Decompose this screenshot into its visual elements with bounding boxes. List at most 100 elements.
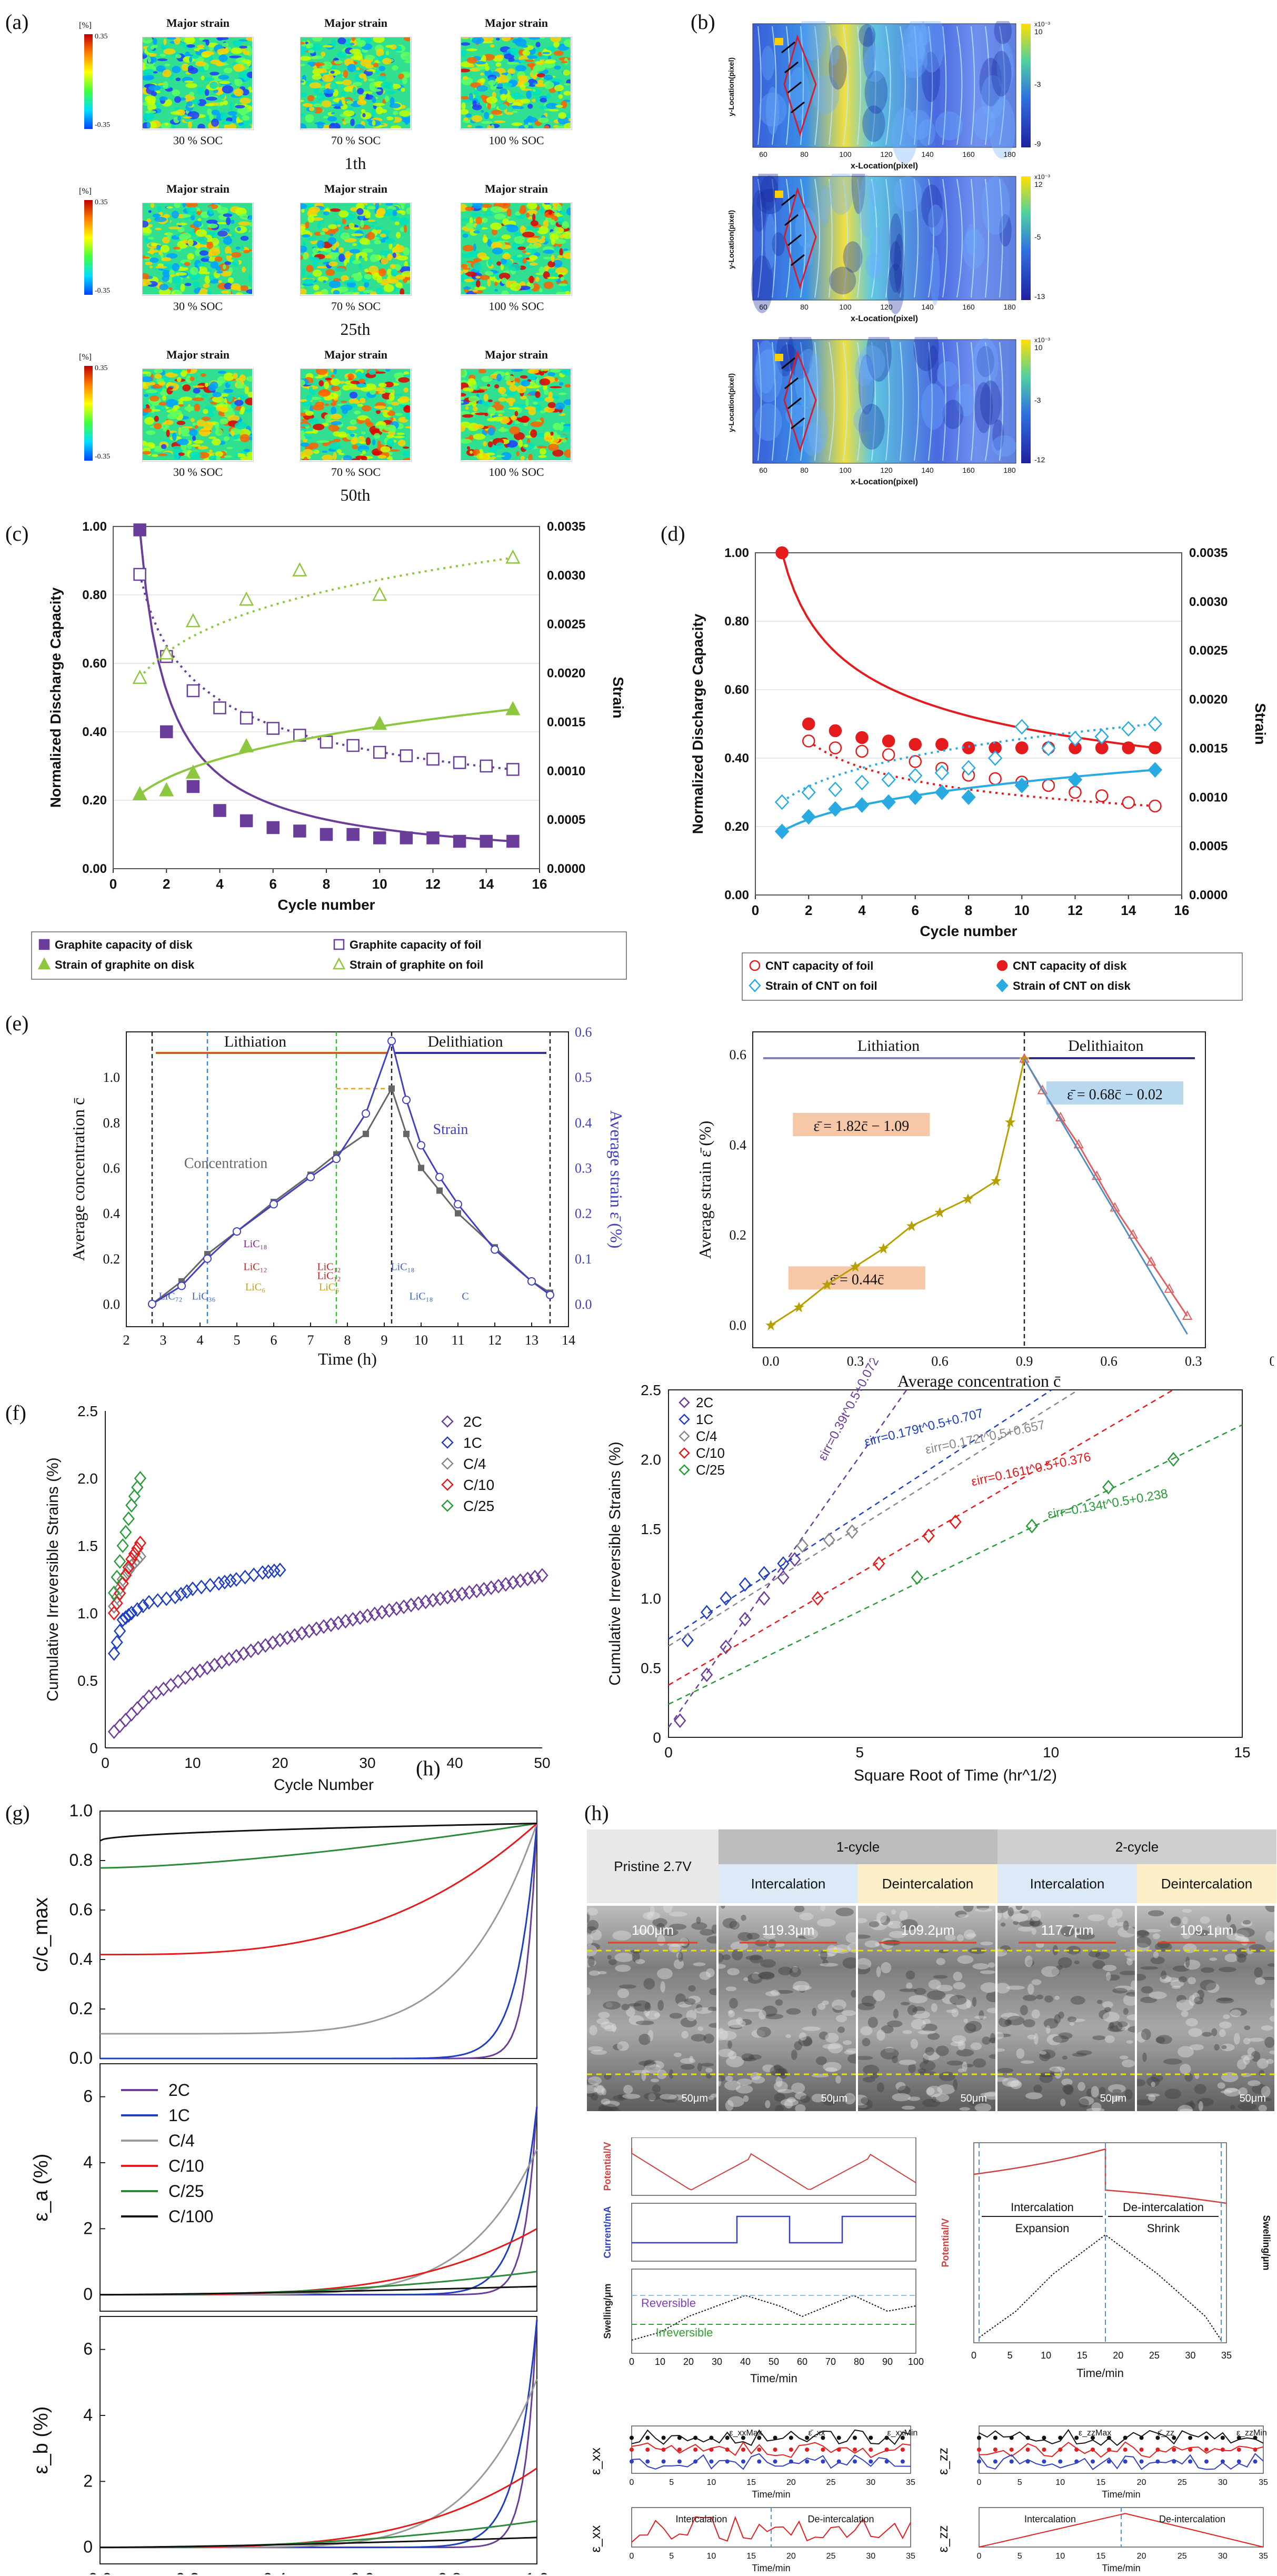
heatmap-blob xyxy=(179,427,189,435)
data-point xyxy=(1019,1053,1030,1063)
data-point xyxy=(137,1598,149,1614)
x-tick-label: 12 xyxy=(425,876,441,892)
heatmap-blob xyxy=(341,232,350,240)
data-point xyxy=(741,2435,745,2440)
field-blob xyxy=(927,345,939,385)
heatmap-blob xyxy=(368,369,376,375)
heatmap-blob xyxy=(353,82,362,86)
field-blob xyxy=(942,400,964,430)
potential-curve xyxy=(631,2148,916,2191)
data-point xyxy=(677,2448,682,2452)
sem-grain xyxy=(617,1988,630,1998)
heatmap-blob xyxy=(244,449,251,452)
sem-grain xyxy=(651,2078,660,2083)
sem-grain xyxy=(594,2085,604,2093)
heatmap-blob xyxy=(146,218,151,222)
heatmap-blob xyxy=(178,404,184,407)
sem-grain xyxy=(765,2013,784,2020)
heatmap-blob xyxy=(215,422,220,430)
heatmap-blob xyxy=(150,382,156,385)
heatmap-blob xyxy=(391,65,398,71)
profile-curve xyxy=(99,1823,537,1842)
sem-grain xyxy=(1242,1920,1251,1925)
series-trend-line xyxy=(808,740,1155,807)
data-point xyxy=(1182,1310,1193,1320)
data-point xyxy=(456,1586,468,1602)
x-tick-label: 30 xyxy=(1218,2552,1228,2561)
sem-grain xyxy=(1031,2010,1040,2019)
streamline xyxy=(985,26,990,145)
y-tick-label: 0.2 xyxy=(730,1228,747,1243)
sem-grain xyxy=(794,2092,806,2100)
fit-line xyxy=(1023,1058,1188,1335)
sem-grain xyxy=(1088,1914,1105,1922)
heatmap-blob xyxy=(383,424,396,431)
sem-grain xyxy=(980,1982,999,1993)
header-phase: Deintercalation xyxy=(1137,1864,1276,1903)
sem-grain xyxy=(972,1997,977,2007)
heatmap-blob xyxy=(386,116,394,121)
annotation: De-intercalation xyxy=(1159,2514,1225,2524)
heatmap-blob xyxy=(550,37,562,43)
data-point xyxy=(204,1578,216,1593)
heatmap-blob xyxy=(404,59,410,64)
heatmap-blob xyxy=(245,386,249,390)
data-point xyxy=(114,1586,126,1601)
heatmap-blob xyxy=(500,94,507,101)
data-point xyxy=(1106,2435,1111,2440)
heatmap-blob xyxy=(153,423,162,430)
legend-marker xyxy=(37,957,51,970)
heatmap-blob xyxy=(526,90,532,99)
x-tick-label: 6 xyxy=(270,876,277,892)
streamline xyxy=(871,178,877,298)
sem-grain xyxy=(876,1912,887,1923)
heatmap-blob xyxy=(403,457,410,460)
x-tick-label: 180 xyxy=(1003,150,1016,158)
panel-a-label: (a) xyxy=(5,10,29,34)
heatmap-blob xyxy=(553,431,558,440)
heatmap-blob xyxy=(528,37,541,40)
sem-grain xyxy=(705,2067,713,2073)
heatmap-blob xyxy=(313,284,320,291)
heatmap-blob xyxy=(301,379,305,386)
heatmap-blob xyxy=(317,276,329,282)
sem-grain xyxy=(646,1912,653,1919)
field-blob xyxy=(973,106,995,140)
heatmap-blob xyxy=(563,69,571,76)
field-blob xyxy=(760,175,779,203)
sem-grain xyxy=(1049,2066,1065,2072)
heatmap-blob xyxy=(400,227,405,232)
heatmap-blob xyxy=(558,94,563,99)
heatmap-blob xyxy=(343,110,355,117)
heatmap-blob xyxy=(308,106,315,112)
heatmap-blob xyxy=(498,397,507,402)
heatmap-blob xyxy=(402,77,407,85)
x-axis-title: Time/min xyxy=(752,2563,790,2573)
data-point xyxy=(1148,762,1163,778)
sem-grain xyxy=(707,2006,719,2012)
x-tick-label: 160 xyxy=(962,466,975,474)
sem-grain xyxy=(660,2094,677,2100)
sem-grain xyxy=(635,2020,654,2025)
heatmap-blob xyxy=(148,443,155,449)
heatmap-blob xyxy=(364,418,371,426)
sem-grain xyxy=(725,1986,737,1992)
heatmap-blob xyxy=(333,431,341,437)
heatmap-blob xyxy=(522,231,535,238)
data-point xyxy=(758,1591,771,1606)
heatmap-blob xyxy=(358,95,365,101)
heatmap-blob xyxy=(328,237,337,245)
data-point xyxy=(114,1581,126,1596)
sem-grain xyxy=(998,2016,1011,2027)
x-tick-label: 0.3 xyxy=(1185,1354,1202,1369)
sem-grain xyxy=(1000,1922,1006,1927)
data-point xyxy=(661,2435,666,2440)
heatmap-blob xyxy=(159,284,168,291)
x-tick-label: 35 xyxy=(906,2552,915,2561)
sem-grain xyxy=(1265,1901,1277,1912)
heatmap-blob xyxy=(305,114,314,123)
heatmap-blob xyxy=(247,86,252,90)
heatmap-blob xyxy=(481,110,484,113)
strain-map: Major strain 100 % SOC xyxy=(461,182,572,313)
data-point xyxy=(400,831,413,844)
